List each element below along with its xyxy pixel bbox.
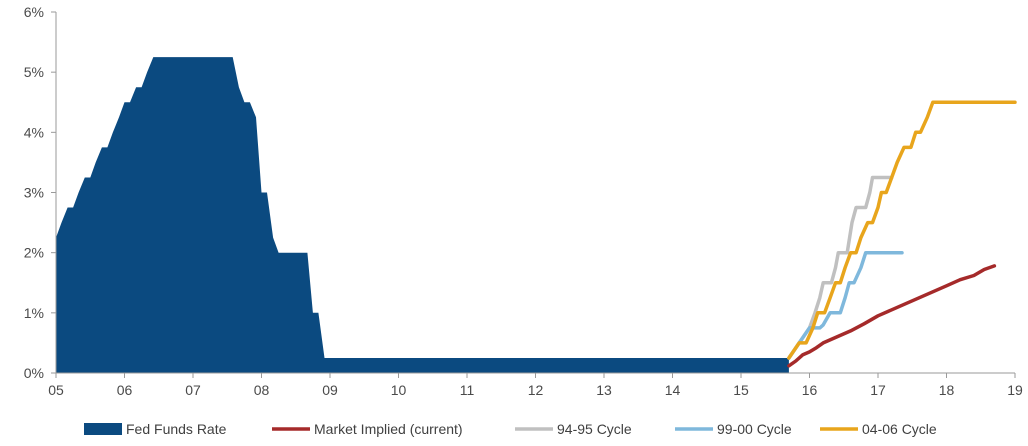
- legend-label: Market Implied (current): [314, 421, 463, 437]
- x-tick-label: 16: [802, 382, 818, 398]
- x-tick-label: 14: [665, 382, 681, 398]
- y-tick-label: 2%: [24, 245, 44, 261]
- legend: Fed Funds Rate Market Implied (current) 94…: [84, 421, 937, 437]
- legend-item-market-implied-current: Market Implied (current): [272, 421, 463, 437]
- plot-area: [56, 57, 1017, 373]
- y-tick-label: 4%: [24, 124, 44, 140]
- x-tick-label: 05: [48, 382, 64, 398]
- legend-label: 94-95 Cycle: [557, 421, 632, 437]
- legend-label: Fed Funds Rate: [126, 421, 227, 437]
- series-line-market-implied-current: [787, 264, 997, 368]
- axes: 0% 1% 2% 3% 4% 5% 6% 05 06 07 08 09 10 11 12 13 14 15 16 17…: [24, 4, 1023, 398]
- x-tick-label: 19: [1007, 382, 1023, 398]
- y-tick-label: 5%: [24, 64, 44, 80]
- legend-label: 99-00 Cycle: [717, 421, 792, 437]
- legend-item-fed-funds-rate: Fed Funds Rate: [84, 421, 227, 437]
- x-tick-label: 17: [870, 382, 886, 398]
- legend-item-04-06-cycle: 04-06 Cycle: [820, 421, 937, 437]
- legend-label: 04-06 Cycle: [862, 421, 937, 437]
- legend-item-99-00-cycle: 99-00 Cycle: [675, 421, 792, 437]
- x-tick-label: 13: [596, 382, 612, 398]
- x-tick-label: 06: [117, 382, 133, 398]
- series-line-94-95-cycle: [787, 175, 894, 360]
- x-tick-label: 08: [254, 382, 270, 398]
- x-tick-label: 18: [939, 382, 955, 398]
- legend-swatch: [84, 423, 122, 435]
- x-tick-label: 11: [460, 382, 475, 398]
- x-tick-label: 09: [322, 382, 338, 398]
- y-tick-label: 6%: [24, 4, 44, 20]
- x-tick-label: 12: [528, 382, 544, 398]
- legend-item-94-95-cycle: 94-95 Cycle: [515, 421, 632, 437]
- series-line-04-06-cycle: [787, 100, 1017, 360]
- series-line-99-00-cycle: [787, 250, 904, 360]
- y-tick-label: 1%: [24, 305, 44, 321]
- x-tick-label: 10: [391, 382, 407, 398]
- x-tick-label: 07: [185, 382, 201, 398]
- x-tick-label: 15: [733, 382, 749, 398]
- y-tick-label: 0%: [24, 365, 44, 381]
- y-tick-label: 3%: [24, 185, 44, 201]
- series-area-fed-funds-rate: [56, 57, 789, 373]
